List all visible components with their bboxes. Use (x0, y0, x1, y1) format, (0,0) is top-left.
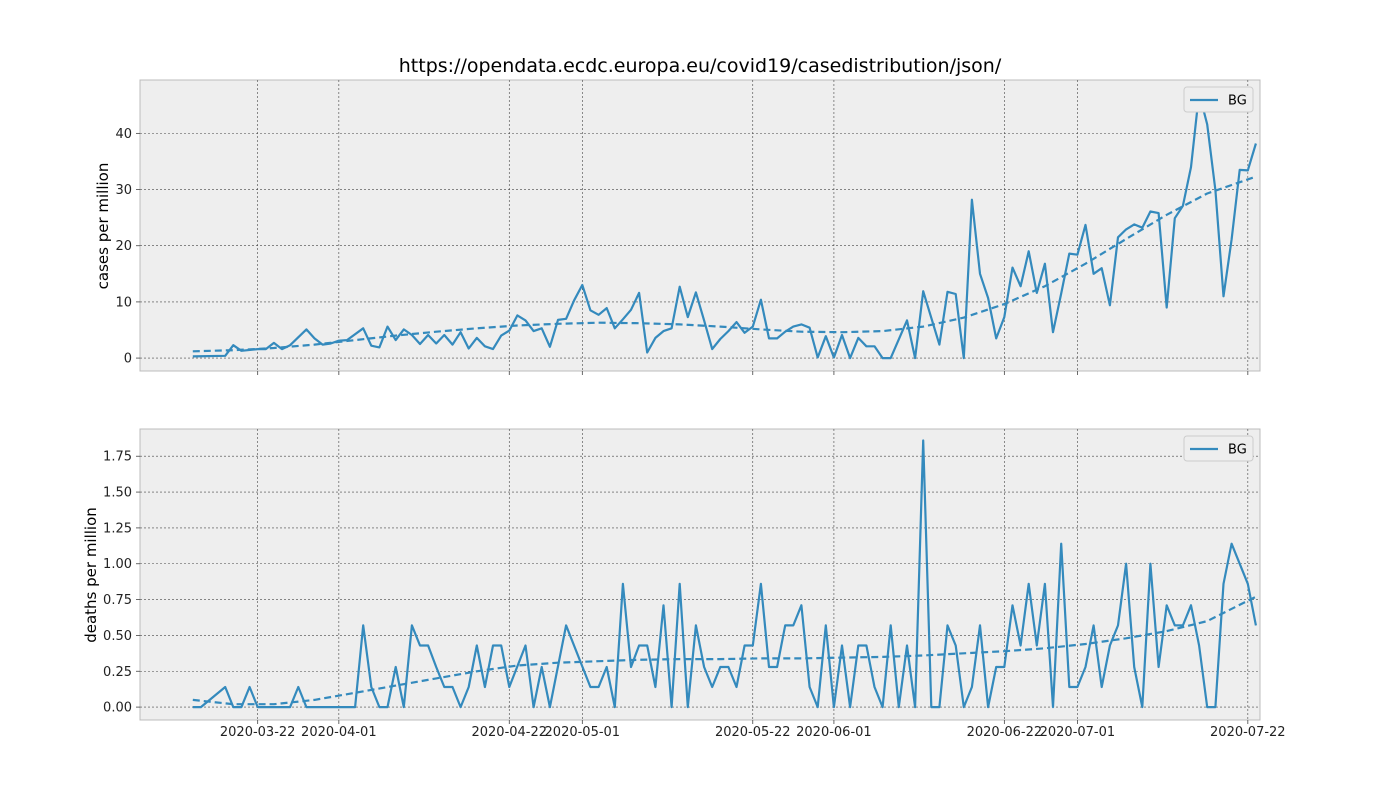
series-cases (192, 91, 1257, 360)
x-tick-label: 2020-05-22 (715, 725, 791, 740)
x-ticks-deaths: 2020-03-22 2020-04-01 2020-04-222020-05-01… (220, 725, 1286, 740)
legend-label-cases: BG (1228, 94, 1247, 109)
y-tick-label: 1.00 (103, 557, 132, 572)
x-tick-label: 2020-04-22 (471, 725, 547, 740)
plot-area-deaths (139, 428, 1261, 721)
series-deaths (192, 439, 1257, 709)
trend-line (192, 175, 1257, 353)
legend-cases: BG (1183, 86, 1254, 113)
x-tick-label: 2020-06-01 (796, 725, 872, 740)
chart-title: https://opendata.ecdc.europa.eu/covid19/… (399, 55, 1002, 77)
x-tick-label: 2020-06-22 (967, 725, 1043, 740)
y-tick-label: 0.75 (103, 593, 132, 608)
y-tick-label: 0 (124, 352, 132, 367)
trend-line (192, 595, 1257, 706)
y-ticks-deaths: 0.00 0.25 0.50 0.75 1.00 1.25 1.50 1.75 (103, 450, 140, 716)
x-tick-label: 2020-07-01 (1040, 725, 1116, 740)
y-tick-label: 0.25 (103, 665, 132, 680)
y-tick-label: 0.50 (103, 629, 132, 644)
legend-box-cases (1183, 86, 1254, 113)
y-tick-label: 1.75 (103, 450, 132, 465)
y-tick-label: 1.25 (103, 521, 132, 536)
y-tick-label: 20 (115, 239, 132, 254)
legend-label-deaths: BG (1228, 443, 1247, 458)
y-tick-label: 1.50 (103, 486, 132, 501)
y-tick-label: 10 (115, 295, 132, 310)
x-tick-label: 2020-04-01 (301, 725, 377, 740)
grid-deaths (140, 429, 1260, 724)
y-tick-label: 0.00 (103, 701, 132, 716)
y-axis-label-cases: cases per million (94, 163, 112, 290)
legend-box-deaths (1183, 435, 1254, 462)
x-tick-label: 2020-03-22 (220, 725, 296, 740)
y-ticks-cases: 0 10 20 30 40 (115, 127, 140, 367)
y-tick-label: 30 (115, 183, 132, 198)
grid-cases (140, 80, 1260, 375)
panel-cases: 0 10 20 30 40 cases per million BG (94, 79, 1261, 375)
series-line-bg (192, 91, 1257, 360)
y-axis-label-deaths: deaths per million (82, 507, 100, 643)
legend-deaths: BG (1183, 435, 1254, 462)
x-tick-label: 2020-05-01 (545, 725, 621, 740)
y-tick-label: 40 (115, 127, 132, 142)
panel-deaths: 0.00 0.25 0.50 0.75 1.00 1.25 1.50 1.75 2020-03… (82, 428, 1286, 740)
plot-area-cases (139, 79, 1261, 372)
x-tick-label: 2020-07-22 (1210, 725, 1286, 740)
series-line-bg (192, 439, 1257, 709)
